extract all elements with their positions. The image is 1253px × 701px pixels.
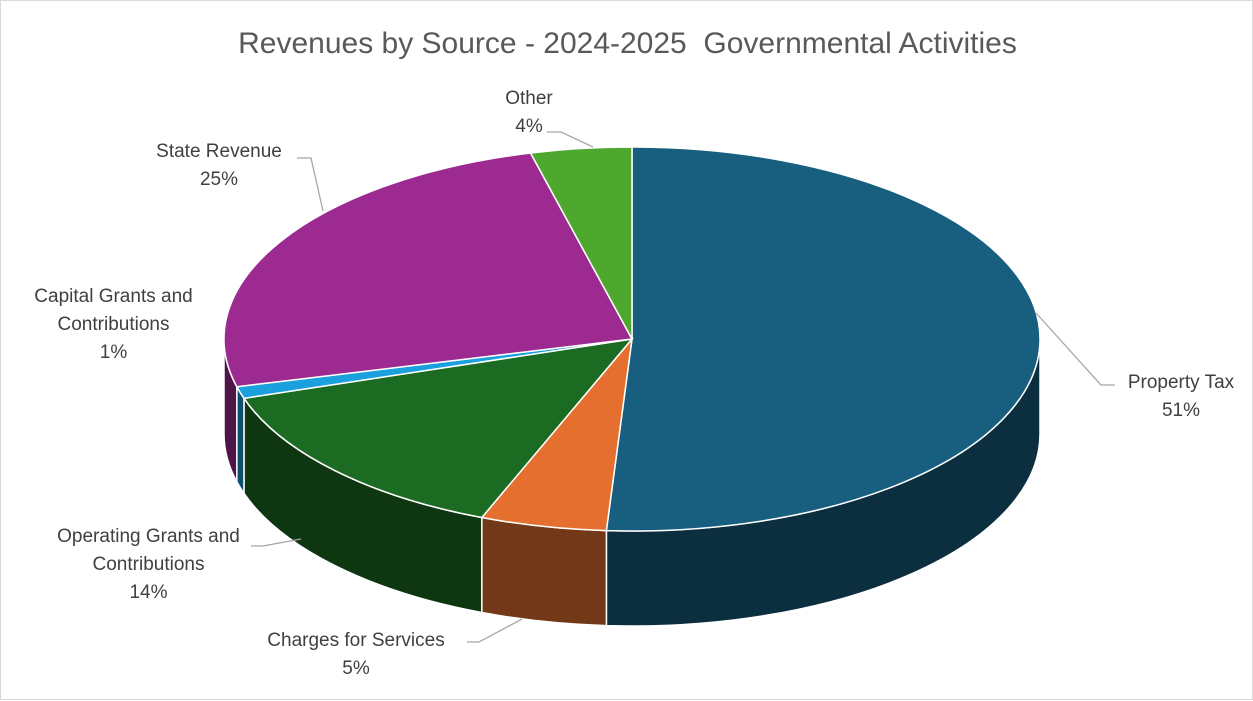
- pie-slice-property-tax: [605, 146, 1041, 532]
- label-capital-grants: Capital Grants and Contributions 1%: [1, 283, 226, 367]
- label-operating-name-line2: Contributions: [92, 554, 205, 575]
- label-property-tax: Property Tax 51%: [1101, 369, 1253, 425]
- label-operating-name-line1: Operating Grants and: [57, 526, 240, 547]
- label-other: Other 4%: [479, 85, 579, 141]
- pie-side-charges-for-services: [481, 516, 608, 627]
- label-charges-name: Charges for Services: [267, 630, 445, 651]
- label-charges-for-services: Charges for Services 5%: [241, 627, 471, 683]
- label-operating-pct: 14%: [129, 582, 168, 603]
- pie-side-capital-grants-and-contributions: [236, 386, 245, 496]
- leader-line-operating: [251, 538, 302, 547]
- label-state-pct: 25%: [199, 169, 239, 190]
- label-property-tax-name: Property Tax: [1127, 372, 1235, 393]
- pie-slice-other: [529, 146, 633, 340]
- label-capital-name-line1: Capital Grants and: [34, 286, 193, 307]
- label-state-name: State Revenue: [156, 141, 282, 162]
- leader-line-property-tax: [1035, 312, 1115, 386]
- chart-title: Revenues by Source - 2024-2025 Governmen…: [238, 27, 1017, 60]
- leader-line-charges: [467, 618, 523, 643]
- leader-line-state-revenue: [297, 157, 324, 212]
- label-property-tax-pct: 51%: [1161, 400, 1201, 421]
- label-state-revenue: State Revenue 25%: [129, 138, 309, 194]
- label-charges-pct: 5%: [342, 658, 370, 679]
- label-capital-pct: 1%: [99, 342, 128, 363]
- pie-slice-state-revenue: [223, 152, 634, 388]
- label-other-pct: 4%: [515, 116, 543, 137]
- label-operating-grants: Operating Grants and Contributions 14%: [21, 523, 276, 607]
- label-other-name: Other: [505, 88, 553, 109]
- leader-line-other: [547, 131, 594, 148]
- label-capital-name-line2: Contributions: [57, 314, 170, 335]
